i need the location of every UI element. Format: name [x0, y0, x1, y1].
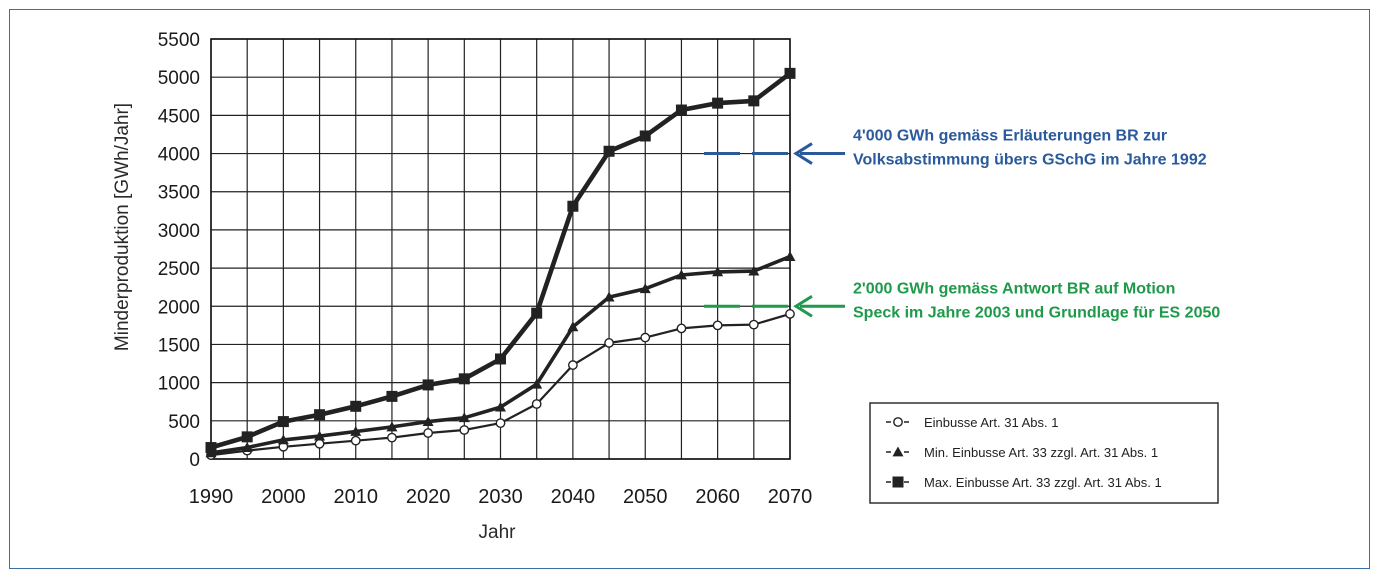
y-tick-label: 4500	[158, 106, 200, 127]
data-point	[422, 416, 434, 426]
data-point	[350, 400, 362, 412]
x-tick-label: 2020	[406, 486, 451, 508]
series-group	[205, 67, 796, 461]
data-point	[784, 251, 796, 262]
annotation-green: 2'000 GWh gemäss Antwort BR auf Motion Sp…	[704, 280, 1220, 321]
data-point	[531, 378, 543, 389]
data-point	[603, 291, 615, 302]
data-point	[567, 200, 579, 212]
x-tick-label: 2000	[261, 486, 306, 508]
annotation-text: 2'000 GWh gemäss Antwort BR auf Motion	[853, 280, 1175, 297]
data-point	[748, 265, 760, 276]
x-tick-label: 2030	[478, 486, 523, 508]
data-point	[423, 428, 434, 438]
annotation-text: Speck im Jahre 2003 und Grundlage für ES…	[853, 304, 1220, 321]
series-3	[205, 67, 796, 454]
x-tick-label: 2060	[695, 486, 740, 508]
line-chart: 0 500 1000 1500 2000 2500 3000 3500 4000 4500 5000…	[112, 30, 1220, 543]
x-axis-ticks: 1990 2000 2010 2020 2030 2040 2050 2060 2070	[189, 486, 813, 508]
data-point	[277, 416, 289, 428]
y-tick-label: 1500	[158, 335, 200, 356]
data-point	[604, 338, 614, 348]
x-tick-label: 2070	[768, 486, 813, 508]
data-point	[567, 360, 578, 370]
legend-box	[869, 402, 1219, 504]
data-point	[495, 418, 506, 429]
y-tick-label: 2500	[158, 259, 200, 280]
y-tick-label: 3500	[158, 183, 200, 204]
x-tick-label: 1990	[189, 486, 234, 508]
plot-area-border	[210, 38, 791, 460]
annotations: 4'000 GWh gemäss Erläuterungen BR zur Vol…	[704, 128, 1220, 321]
data-point	[531, 399, 542, 409]
legend-item-2: Min. Einbusse Art. 33 zzgl. Art. 31 Abs.…	[886, 445, 1158, 460]
y-tick-label: 2000	[158, 297, 200, 318]
data-point	[314, 438, 325, 449]
x-tick-label: 2050	[623, 486, 668, 508]
legend-label: Max. Einbusse Art. 33 zzgl. Art. 31 Abs.…	[924, 475, 1162, 490]
data-point	[386, 421, 398, 432]
data-point	[387, 432, 397, 443]
data-point	[314, 409, 326, 421]
data-point	[784, 67, 796, 79]
x-tick-label: 2040	[551, 486, 596, 508]
legend-label: Einbusse Art. 31 Abs. 1	[924, 415, 1058, 430]
annotation-text: 4'000 GWh gemäss Erläuterungen BR zur	[853, 128, 1167, 145]
data-point	[314, 430, 326, 441]
series-2	[205, 251, 796, 458]
y-axis-ticks: 0 500 1000 1500 2000 2500 3000 3500 4000 4500 5000…	[158, 30, 200, 471]
y-tick-label: 500	[168, 412, 200, 433]
legend-marker	[892, 446, 904, 457]
data-point	[748, 95, 760, 107]
data-point	[495, 401, 506, 412]
x-tick-label: 2010	[334, 486, 379, 508]
data-point	[205, 442, 217, 454]
data-point	[422, 379, 434, 391]
annotation-blue: 4'000 GWh gemäss Erläuterungen BR zur Vol…	[704, 128, 1207, 169]
grid	[210, 38, 791, 460]
data-point	[676, 323, 687, 334]
data-point	[748, 319, 759, 330]
data-point	[241, 442, 253, 452]
data-point	[712, 97, 724, 109]
legend-marker	[892, 476, 904, 488]
legend: Einbusse Art. 31 Abs. 1 Min. Einbusse Art…	[869, 402, 1219, 504]
data-point	[495, 353, 506, 365]
data-point	[459, 425, 470, 435]
x-axis-title: Jahr	[479, 522, 517, 543]
data-point	[350, 426, 362, 436]
data-point	[675, 269, 687, 280]
data-point	[640, 332, 651, 343]
data-point	[277, 434, 289, 445]
arrow-head	[793, 142, 813, 165]
data-point	[350, 435, 361, 446]
data-point	[712, 266, 724, 277]
data-point	[785, 309, 795, 319]
y-axis-title: Minderproduktion [GWh/Jahr]	[112, 103, 133, 351]
data-point	[712, 320, 723, 331]
y-tick-label: 0	[189, 450, 200, 471]
data-point	[458, 412, 470, 423]
data-point	[567, 321, 579, 332]
data-point	[241, 431, 253, 443]
data-point	[639, 283, 651, 294]
data-point	[639, 130, 651, 142]
legend-item-3: Max. Einbusse Art. 33 zzgl. Art. 31 Abs.…	[886, 475, 1162, 490]
y-tick-label: 5000	[158, 68, 200, 89]
arrow-head	[793, 295, 813, 318]
data-point	[531, 307, 543, 319]
y-tick-label: 4000	[158, 145, 200, 166]
legend-item-1: Einbusse Art. 31 Abs. 1	[886, 415, 1058, 430]
data-point	[675, 104, 687, 116]
data-point	[458, 373, 470, 385]
legend-label: Min. Einbusse Art. 33 zzgl. Art. 31 Abs.…	[924, 445, 1158, 460]
annotation-text: Volksabstimmung übers GSchG im Jahre 199…	[853, 152, 1207, 169]
data-point	[386, 390, 398, 402]
y-tick-label: 1000	[158, 374, 200, 395]
legend-marker	[893, 417, 903, 427]
y-tick-label: 5500	[158, 30, 200, 51]
data-point	[603, 145, 615, 157]
y-tick-label: 3000	[158, 221, 200, 242]
